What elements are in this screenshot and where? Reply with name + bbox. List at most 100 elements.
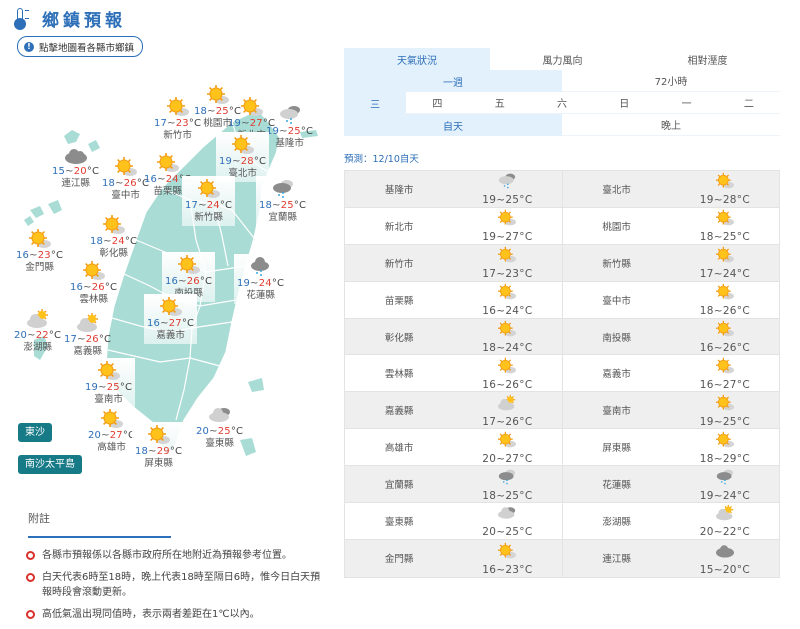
forecast-value: 18~25°C xyxy=(671,208,779,244)
tab-day-mon[interactable]: 一 xyxy=(655,92,718,114)
map-location[interactable]: 16~26°C 雲林縣 xyxy=(70,260,117,306)
table-cell[interactable]: 連江縣 15~20°C xyxy=(563,540,780,577)
county-name[interactable]: 連江縣 xyxy=(602,554,631,566)
map-location[interactable]: 19~28°C 臺北市 xyxy=(216,132,270,182)
county-name[interactable]: 彰化縣 xyxy=(384,332,414,344)
map-location[interactable]: 18~29°C 屏東縣 xyxy=(132,422,186,472)
county-name[interactable]: 屏東縣 xyxy=(602,443,631,455)
partly-cloudy-icon xyxy=(714,504,736,525)
tab-day-wed[interactable]: 三 xyxy=(344,92,407,114)
tab-humidity[interactable]: 相對溼度 xyxy=(687,55,728,67)
map-hint-button[interactable]: ! 點擊地圖看各縣市鄉鎮 xyxy=(17,36,144,57)
map-location[interactable]: 17~26°C 嘉義縣 xyxy=(64,312,111,358)
table-cell[interactable]: 屏東縣 18~29°C xyxy=(563,429,780,465)
tab-wind[interactable]: 風力風向 xyxy=(542,55,583,67)
partly-cloudy-icon xyxy=(26,309,48,328)
table-cell[interactable]: 花蓮縣 19~24°C xyxy=(563,466,780,502)
map-location[interactable]: 20~25°C 臺東縣 xyxy=(196,404,243,450)
forecast-value: 16~26°C xyxy=(453,355,561,391)
island-button-nansha-taiping[interactable]: 南沙太平島 xyxy=(18,455,82,474)
map-location[interactable]: 17~24°C 新竹縣 xyxy=(182,176,236,226)
partly-cloudy-icon xyxy=(496,394,518,415)
map-location[interactable]: 16~27°C 嘉義市 xyxy=(144,294,198,344)
table-cell[interactable]: 金門縣 16~23°C xyxy=(345,539,563,577)
map-location[interactable]: 16~23°C 金門縣 xyxy=(16,228,63,274)
sunny-icon xyxy=(100,409,123,428)
map-location[interactable]: 15~20°C 連江縣 xyxy=(52,146,99,190)
table-cell[interactable]: 臺南市 19~25°C xyxy=(563,392,780,428)
county-name[interactable]: 雲林縣 xyxy=(384,369,414,381)
table-cell[interactable]: 臺中市 18~26°C xyxy=(563,282,780,318)
county-name[interactable]: 臺中市 xyxy=(602,295,631,307)
forecast-value: 20~22°C xyxy=(671,503,779,539)
tab-week[interactable]: 一週 xyxy=(344,70,562,92)
forecast-value: 20~27°C xyxy=(453,429,561,465)
forecast-value: 16~24°C xyxy=(453,282,561,318)
county-name[interactable]: 苗栗縣 xyxy=(384,295,414,307)
table-cell[interactable]: 新竹市 17~23°C xyxy=(345,244,563,281)
sunny-icon xyxy=(714,431,736,452)
note-item: 高低氣溫出現同值時，表示兩者差距在1℃以內。 xyxy=(26,607,328,622)
county-name[interactable]: 高雄市 xyxy=(384,443,414,455)
map-location[interactable]: 20~22°C 澎湖縣 xyxy=(14,308,61,354)
map-location[interactable]: 18~24°C 彰化縣 xyxy=(90,214,137,260)
county-name[interactable]: 臺南市 xyxy=(602,406,631,418)
county-name[interactable]: 基隆市 xyxy=(384,184,414,196)
table-cell[interactable]: 高雄市 20~27°C xyxy=(345,429,563,466)
table-cell[interactable]: 基隆市 19~25°C xyxy=(345,171,563,207)
tab-72hours[interactable]: 72小時 xyxy=(562,70,780,92)
sunny-icon xyxy=(714,209,736,230)
tab-day-fri[interactable]: 五 xyxy=(468,92,531,114)
table-cell[interactable]: 嘉義市 16~27°C xyxy=(563,355,780,391)
map-location[interactable]: 16~26°C 南投縣 xyxy=(162,252,216,302)
table-cell[interactable]: 臺北市 19~28°C xyxy=(563,171,780,207)
table-cell[interactable]: 南投縣 16~26°C xyxy=(563,319,780,355)
county-name[interactable]: 花蓮縣 xyxy=(602,480,631,492)
table-cell[interactable]: 雲林縣 16~26°C xyxy=(345,355,563,392)
tab-day-sat[interactable]: 六 xyxy=(530,92,594,114)
taiwan-map[interactable]: 19~27°C 新北市 18~25°C 桃園市 17~23°C 新竹市 19~2… xyxy=(0,60,330,480)
tab-day-sun[interactable]: 日 xyxy=(593,92,656,114)
map-location[interactable]: 19~25°C 基隆市 xyxy=(266,104,313,150)
thermometer-icon xyxy=(14,7,29,30)
county-name[interactable]: 宜蘭縣 xyxy=(384,480,414,492)
county-name[interactable]: 嘉義縣 xyxy=(384,406,414,418)
table-cell[interactable]: 桃園市 18~25°C xyxy=(563,208,780,244)
county-name[interactable]: 南投縣 xyxy=(602,332,631,344)
tab-day-tue[interactable]: 二 xyxy=(717,92,780,114)
table-cell[interactable]: 宜蘭縣 18~25°C xyxy=(345,466,563,503)
map-location[interactable]: 17~23°C 新竹市 xyxy=(154,96,201,142)
table-row: 金門縣 16~23°C 連江縣 15~20°C xyxy=(345,539,780,577)
map-location[interactable]: 18~26°C 臺中市 xyxy=(102,156,149,202)
cloudy-icon xyxy=(714,542,736,563)
table-cell[interactable]: 彰化縣 18~24°C xyxy=(345,318,563,355)
county-name[interactable]: 新竹縣 xyxy=(602,258,631,270)
table-cell[interactable]: 澎湖縣 20~22°C xyxy=(563,503,780,539)
info-icon: ! xyxy=(24,41,34,52)
county-name[interactable]: 臺東縣 xyxy=(384,516,414,528)
sunny-icon xyxy=(714,172,736,193)
map-location[interactable]: 18~25°C 宜蘭縣 xyxy=(256,176,310,226)
table-cell[interactable]: 臺東縣 20~25°C xyxy=(345,503,563,539)
county-name[interactable]: 澎湖縣 xyxy=(602,516,631,528)
map-location[interactable]: 19~25°C 臺南市 xyxy=(82,358,136,408)
county-name[interactable]: 新竹市 xyxy=(384,258,414,270)
county-name[interactable]: 新北市 xyxy=(384,221,414,233)
table-cell[interactable]: 嘉義縣 17~26°C xyxy=(345,392,563,429)
table-cell[interactable]: 新北市 19~27°C xyxy=(345,207,563,244)
table-cell[interactable]: 苗栗縣 16~24°C xyxy=(345,281,563,318)
map-location[interactable]: 19~24°C 花蓮縣 xyxy=(234,254,288,304)
tab-day-thu[interactable]: 四 xyxy=(406,92,469,114)
note-item: 白天代表6時至18時，晚上代表18時至隔日6時，惟今日白天預報時段會滾動更新。 xyxy=(26,570,328,600)
county-name[interactable]: 桃園市 xyxy=(602,221,631,233)
tab-night[interactable]: 晚上 xyxy=(562,114,780,136)
map-location[interactable]: 18~25°C 桃園市 xyxy=(194,84,241,130)
county-name[interactable]: 臺北市 xyxy=(602,184,631,196)
table-cell[interactable]: 新竹縣 17~24°C xyxy=(563,245,780,281)
map-location[interactable]: 20~27°C 高雄市 xyxy=(88,408,135,454)
tab-daytime[interactable]: 自天 xyxy=(344,114,562,136)
county-name[interactable]: 嘉義市 xyxy=(602,369,631,381)
island-button-dongsha[interactable]: 東沙 xyxy=(18,423,52,442)
tab-weather[interactable]: 天氣狀況 xyxy=(344,48,490,70)
county-name[interactable]: 金門縣 xyxy=(384,554,414,566)
